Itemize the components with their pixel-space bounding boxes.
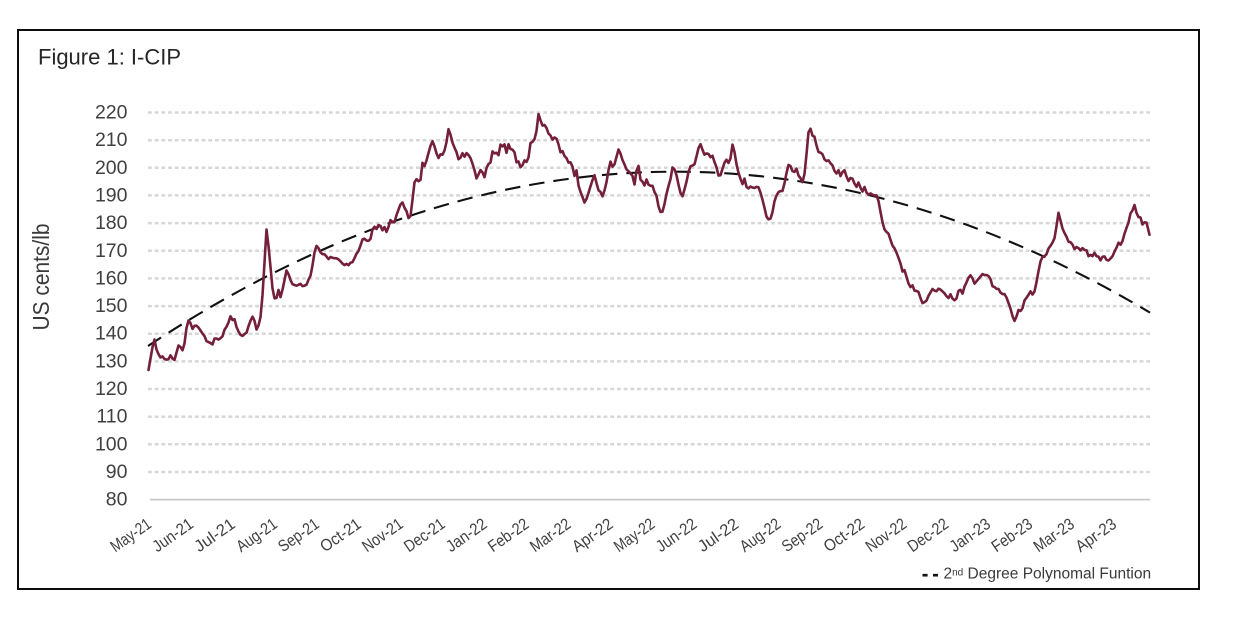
svg-text:130: 130 xyxy=(95,350,128,372)
svg-text:200: 200 xyxy=(95,157,128,179)
svg-text:150: 150 xyxy=(95,295,128,317)
svg-text:Figure 1: I-CIP: Figure 1: I-CIP xyxy=(38,45,181,70)
svg-text:220: 220 xyxy=(95,102,128,124)
svg-text:US cents/lb: US cents/lb xyxy=(28,224,54,331)
svg-text:160: 160 xyxy=(95,267,128,289)
svg-text:140: 140 xyxy=(95,323,128,345)
svg-text:80: 80 xyxy=(106,489,128,511)
svg-text:180: 180 xyxy=(95,212,128,234)
svg-text:110: 110 xyxy=(96,406,127,428)
svg-text:120: 120 xyxy=(95,378,128,400)
svg-text:100: 100 xyxy=(95,433,128,455)
svg-text:170: 170 xyxy=(95,240,128,262)
svg-text:190: 190 xyxy=(95,184,128,206)
svg-text:2nd Degree Polynomal Funtion: 2nd Degree Polynomal Funtion xyxy=(944,565,1152,582)
svg-text:90: 90 xyxy=(106,461,128,483)
svg-text:210: 210 xyxy=(95,129,128,151)
